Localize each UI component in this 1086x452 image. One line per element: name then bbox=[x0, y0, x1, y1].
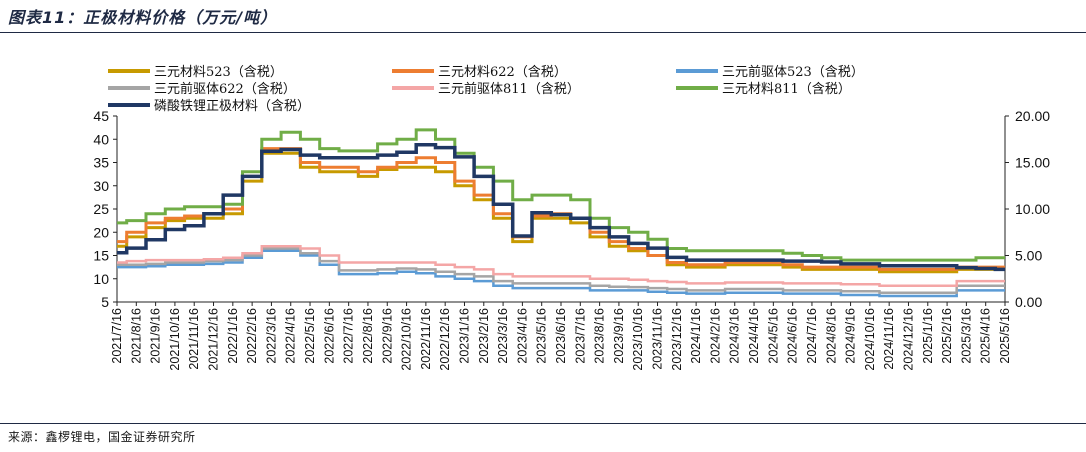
chart-axes: 5 10 15 20 25 30 35 40 45 0.00 5.00 10.00 15.00 20.00… bbox=[93, 108, 1050, 371]
y-right-tick-label: 5.00 bbox=[1015, 248, 1042, 264]
x-tick-label: 2022/4/16 bbox=[284, 308, 298, 364]
x-tick-label: 2021/10/16 bbox=[168, 308, 182, 371]
y-left-tick-label: 25 bbox=[93, 201, 109, 217]
x-tick-label: 2023/4/16 bbox=[515, 308, 529, 364]
figure-title: 图表11：正极材料价格（万元/吨） bbox=[8, 8, 278, 27]
x-tick-label: 2024/10/16 bbox=[863, 308, 877, 371]
x-tick-label: 2024/11/16 bbox=[882, 308, 896, 370]
y-left-tick-label: 20 bbox=[93, 224, 109, 240]
x-tick-label: 2021/7/16 bbox=[110, 308, 124, 364]
x-tick-label: 2023/8/16 bbox=[593, 308, 607, 364]
legend-label: 三元材料811（含税） bbox=[722, 81, 851, 97]
legend-label: 三元前驱体523（含税） bbox=[722, 64, 864, 80]
x-tick-label: 2024/2/16 bbox=[708, 308, 722, 364]
series-line bbox=[117, 147, 1005, 271]
x-tick-label: 2025/2/16 bbox=[940, 308, 954, 364]
x-tick-label: 2022/9/16 bbox=[380, 308, 394, 364]
y-left-tick-label: 10 bbox=[93, 271, 109, 287]
chart-legend: 三元材料523（含税） 三元材料622（含税） 三元前驱体523（含税） 三元前驱体6… bbox=[108, 64, 864, 114]
series-line bbox=[117, 143, 1005, 272]
y-right-tick-label: 20.00 bbox=[1015, 108, 1050, 124]
y-left-tick-label: 30 bbox=[93, 178, 109, 194]
y-left-tick-label: 5 bbox=[101, 294, 109, 310]
source-divider bbox=[0, 423, 1086, 424]
y-left-tick-label: 35 bbox=[93, 155, 109, 171]
x-tick-label: 2024/7/16 bbox=[805, 308, 819, 364]
y-left-tick-label: 15 bbox=[93, 248, 109, 264]
x-tick-label: 2022/8/16 bbox=[361, 308, 375, 364]
x-tick-label: 2022/10/16 bbox=[400, 308, 414, 371]
y-right-tick-label: 0.00 bbox=[1015, 294, 1042, 310]
x-tick-label: 2022/6/16 bbox=[322, 308, 336, 364]
y-right-tick-label: 10.00 bbox=[1015, 201, 1050, 217]
x-tick-label: 2025/3/16 bbox=[959, 308, 973, 364]
x-tick-label: 2022/11/16 bbox=[419, 308, 433, 370]
series-line bbox=[117, 249, 1005, 298]
legend-label: 磷酸铁锂正极材料（含税） bbox=[154, 98, 310, 114]
x-tick-label: 2021/11/16 bbox=[187, 308, 201, 370]
x-tick-label: 2021/9/16 bbox=[149, 308, 163, 364]
x-tick-label: 2024/12/16 bbox=[901, 308, 915, 371]
chart-series bbox=[117, 128, 1005, 298]
series-line bbox=[117, 247, 1005, 294]
y-right-tick-label: 15.00 bbox=[1015, 155, 1050, 171]
legend-label: 三元材料523（含税） bbox=[154, 64, 283, 80]
legend-label: 三元材料622（含税） bbox=[438, 64, 567, 80]
x-tick-label: 2022/5/16 bbox=[303, 308, 317, 364]
x-tick-label: 2021/12/16 bbox=[207, 308, 221, 371]
legend-label: 三元前驱体811（含税） bbox=[438, 81, 580, 97]
x-tick-label: 2022/1/16 bbox=[226, 308, 240, 364]
x-tick-label: 2024/8/16 bbox=[824, 308, 838, 364]
x-tick-label: 2023/12/16 bbox=[670, 308, 684, 371]
x-tick-label: 2024/6/16 bbox=[786, 308, 800, 364]
x-tick-label: 2025/4/16 bbox=[979, 308, 993, 364]
x-tick-label: 2024/5/16 bbox=[766, 308, 780, 364]
x-tick-label: 2024/4/16 bbox=[747, 308, 761, 364]
series-line bbox=[117, 244, 1005, 287]
x-tick-label: 2025/1/16 bbox=[921, 308, 935, 364]
line-chart: 三元材料523（含税） 三元材料622（含税） 三元前驱体523（含税） 三元前驱体6… bbox=[93, 64, 1050, 371]
x-tick-label: 2022/2/16 bbox=[245, 308, 259, 364]
x-tick-label: 2025/5/16 bbox=[998, 308, 1012, 364]
x-tick-label: 2024/9/16 bbox=[844, 308, 858, 364]
x-tick-label: 2023/10/16 bbox=[631, 308, 645, 371]
x-tick-label: 2021/8/16 bbox=[129, 308, 143, 364]
x-tick-label: 2022/12/16 bbox=[438, 308, 452, 371]
title-divider bbox=[0, 32, 1086, 33]
series-line bbox=[117, 128, 1005, 262]
x-tick-label: 2023/1/16 bbox=[457, 308, 471, 364]
x-tick-label: 2023/9/16 bbox=[612, 308, 626, 364]
x-tick-label: 2023/11/16 bbox=[651, 308, 665, 370]
x-tick-label: 2023/5/16 bbox=[535, 308, 549, 364]
x-tick-label: 2022/7/16 bbox=[342, 308, 356, 364]
y-left-tick-label: 40 bbox=[93, 131, 109, 147]
x-tick-label: 2023/2/16 bbox=[477, 308, 491, 364]
x-tick-label: 2023/7/16 bbox=[573, 308, 587, 364]
x-tick-label: 2024/1/16 bbox=[689, 308, 703, 364]
y-left-tick-label: 45 bbox=[93, 108, 109, 124]
legend-label: 三元前驱体622（含税） bbox=[154, 81, 296, 97]
source-note: 来源：鑫椤锂电，国金证券研究所 bbox=[8, 430, 196, 444]
x-tick-label: 2022/3/16 bbox=[264, 308, 278, 364]
x-tick-label: 2024/3/16 bbox=[728, 308, 742, 364]
x-tick-label: 2023/6/16 bbox=[554, 308, 568, 364]
x-tick-label: 2023/3/16 bbox=[496, 308, 510, 364]
